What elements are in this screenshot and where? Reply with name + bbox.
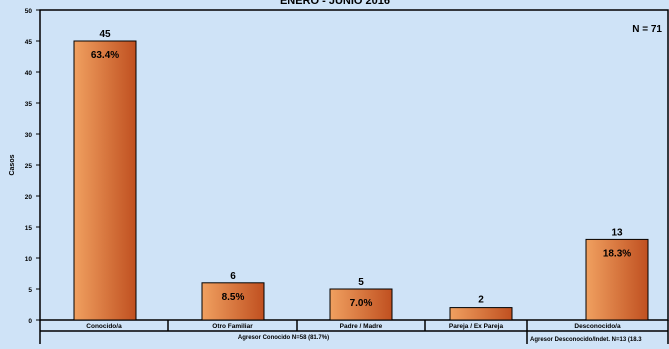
bar-4 <box>449 307 513 321</box>
bar-value-label: 6 <box>230 271 236 282</box>
x-category-label: Desconocido/a <box>574 323 621 330</box>
x-category-label: Conocido/a <box>86 323 122 330</box>
y-tick-label: 30 <box>25 132 33 139</box>
y-tick-label: 10 <box>25 256 33 263</box>
y-tick-label: 15 <box>25 225 33 232</box>
bar-value-label: 5 <box>358 277 364 288</box>
group-label-known: Agresor Conocido N=58 (81.7%) <box>238 335 329 341</box>
bar-percent-label: 63.4% <box>91 50 119 61</box>
y-tick-label: 0 <box>28 318 32 325</box>
bar-percent-label: 18.3% <box>603 248 631 259</box>
bar-value-label: 13 <box>611 227 623 238</box>
bar-value-label: 2 <box>478 295 484 306</box>
x-category-label: Pareja / Ex Pareja <box>449 323 504 330</box>
x-category-label: Otro Familiar <box>212 323 253 330</box>
y-axis-label: Casos <box>9 154 16 175</box>
bar-1 <box>73 40 137 321</box>
y-tick-label: 35 <box>25 101 33 108</box>
bar-value-label: 45 <box>99 29 111 40</box>
y-tick-label: 50 <box>25 8 33 15</box>
bar-2 <box>201 282 265 321</box>
group-label-unknown: Agresor Desconocido/Indet. N=13 (18.3 <box>530 337 642 343</box>
x-category-label: Padre / Madre <box>340 323 383 330</box>
y-tick-label: 45 <box>25 39 33 46</box>
chart-title: ENERO - JUNIO 2016 <box>280 0 390 7</box>
bar-3 <box>329 288 393 321</box>
sample-size-annotation: N = 71 <box>632 24 662 35</box>
bar-percent-label: 7.0% <box>350 298 373 309</box>
y-tick-label: 40 <box>25 70 33 77</box>
bar-percent-label: 8.5% <box>222 292 245 303</box>
y-tick-label: 20 <box>25 194 33 201</box>
y-tick-label: 25 <box>25 163 33 170</box>
y-tick-label: 5 <box>28 287 32 294</box>
bar-5 <box>585 238 649 321</box>
